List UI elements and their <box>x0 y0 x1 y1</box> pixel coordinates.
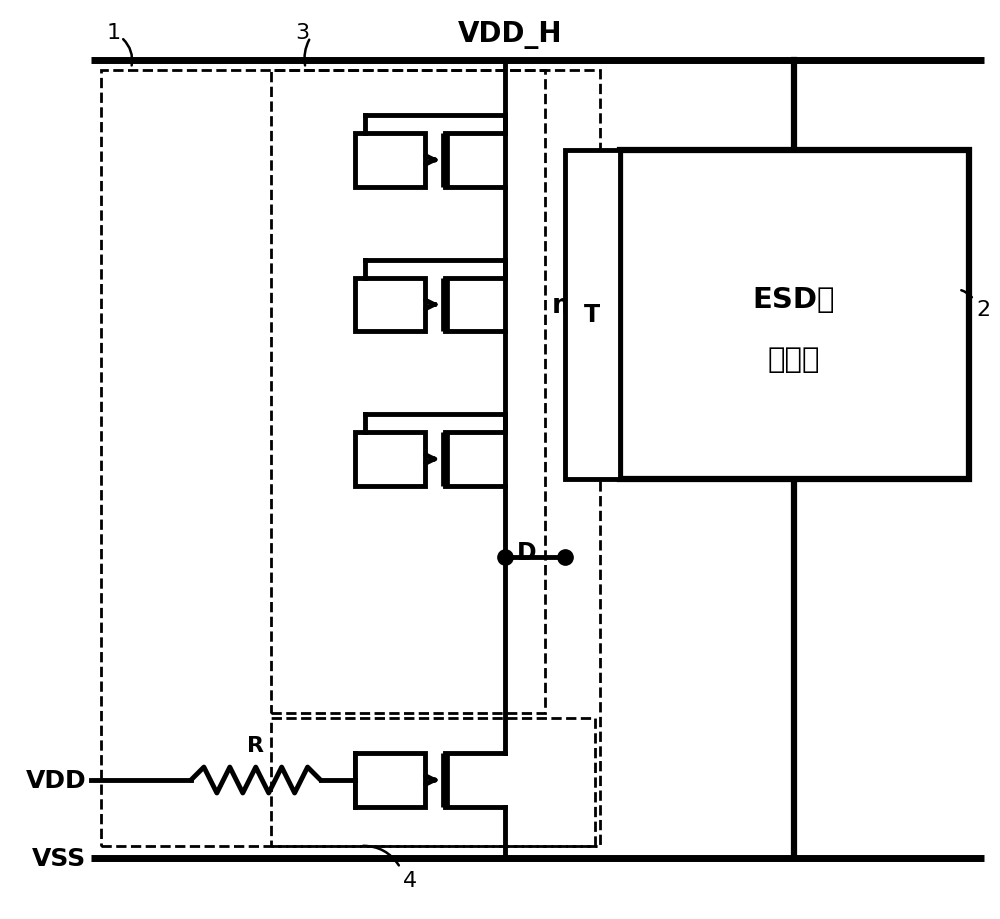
FancyArrowPatch shape <box>363 845 399 866</box>
Bar <box>355 278 425 332</box>
Text: ·
·
·: · · · <box>501 355 508 409</box>
Text: m个: m个 <box>552 292 595 318</box>
Bar <box>565 151 620 480</box>
Text: 4: 4 <box>403 869 417 890</box>
Bar <box>355 433 425 486</box>
FancyArrowPatch shape <box>961 291 972 298</box>
Bar <box>271 719 595 845</box>
Bar <box>101 71 600 845</box>
Text: R: R <box>247 735 264 755</box>
Text: 3: 3 <box>296 23 310 43</box>
Text: VSS: VSS <box>32 845 86 870</box>
FancyArrowPatch shape <box>304 40 309 66</box>
Text: VDD: VDD <box>26 768 86 792</box>
Text: D: D <box>517 540 537 564</box>
Bar <box>620 151 969 480</box>
Text: 护器件: 护器件 <box>768 346 820 374</box>
FancyArrowPatch shape <box>123 40 132 66</box>
Bar <box>271 71 545 713</box>
Text: 1: 1 <box>106 23 120 43</box>
Bar <box>355 134 425 187</box>
Text: VDD_H: VDD_H <box>458 21 562 50</box>
Text: T: T <box>584 303 600 327</box>
Bar <box>355 754 425 807</box>
Text: 2: 2 <box>977 301 991 320</box>
Text: ESD保: ESD保 <box>753 286 835 314</box>
